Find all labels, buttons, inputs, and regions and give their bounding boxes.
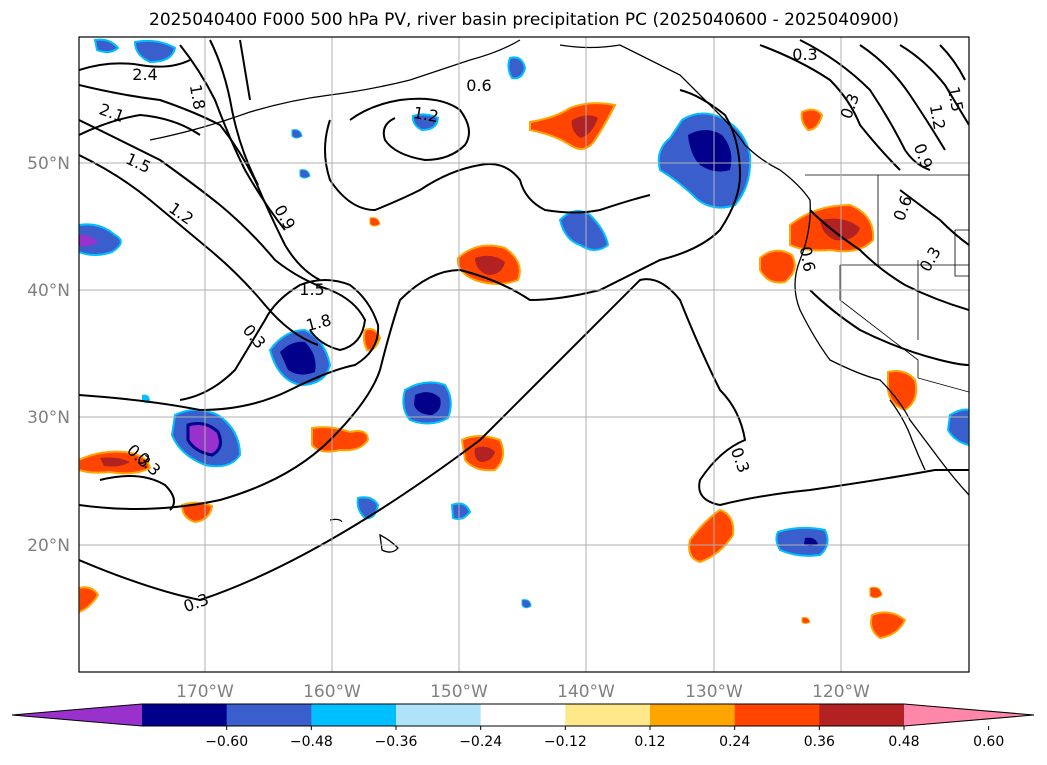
gridlines xyxy=(79,37,969,672)
lat-label: 30°N xyxy=(27,408,70,428)
map-background xyxy=(79,37,969,672)
map-panel: 2.4 2.1 1.5 1.2 1.8 0.9 1.2 0.6 1.5 1.8 … xyxy=(78,36,970,673)
contour-label: 0.6 xyxy=(796,245,819,273)
colorbar-tick-label: −0.48 xyxy=(290,734,333,750)
colorbar-tick-label: −0.60 xyxy=(205,734,248,750)
colorbar-segment xyxy=(565,704,651,726)
contour-label: 1.5 xyxy=(299,280,324,299)
colorbar-segment xyxy=(226,704,312,726)
contour-label: 1.8 xyxy=(186,83,209,111)
latitude-labels: 50°N 40°N 30°N 20°N xyxy=(27,154,70,556)
contour-label: 0.6 xyxy=(466,76,491,95)
lon-label: 120°W xyxy=(812,682,870,702)
contour-label: 1.5 xyxy=(944,85,967,113)
pv-contours xyxy=(79,39,969,602)
colorbar-tick-label: −0.12 xyxy=(544,734,587,750)
colorbar-segment xyxy=(396,704,482,726)
contour-label: 0.3 xyxy=(792,45,817,64)
lon-label: 170°W xyxy=(176,682,234,702)
map-frame xyxy=(78,36,970,673)
colorbar-segment xyxy=(311,704,397,726)
colorbar-outline xyxy=(11,703,1035,727)
longitude-labels: 170°W 160°W 150°W 140°W 130°W 120°W xyxy=(176,682,870,702)
lat-label: 20°N xyxy=(27,536,70,556)
lat-label: 50°N xyxy=(27,154,70,174)
contour-label: 2.4 xyxy=(132,65,157,84)
map-title: 2025040400 F000 500 hPa PV, river basin … xyxy=(149,10,899,30)
colorbar: −0.60 −0.48 −0.36 −0.24 −0.12 0.12 0.24 0.36 0.4… xyxy=(11,703,1035,750)
contour-label: 1.2 xyxy=(412,103,440,126)
colorbar-tick-label: 0.24 xyxy=(719,734,750,750)
lat-label: 40°N xyxy=(27,281,70,301)
colorbar-tick-label: −0.24 xyxy=(459,734,502,750)
colorbar-segment xyxy=(650,704,736,726)
lon-label: 130°W xyxy=(685,682,743,702)
lon-label: 140°W xyxy=(557,682,615,702)
contour-label: 1.2 xyxy=(926,103,949,131)
colorbar-tick-label: 0.48 xyxy=(888,734,919,750)
colorbar-extend-min xyxy=(12,704,142,726)
colorbar-extend-max xyxy=(904,704,1034,726)
colorbar-tick-label: 0.12 xyxy=(634,734,665,750)
colorbar-tick-label: 0.36 xyxy=(804,734,835,750)
colorbar-segment xyxy=(819,704,905,726)
colorbar-tick-label: −0.36 xyxy=(375,734,418,750)
colorbar-segment xyxy=(142,704,228,726)
lon-label: 160°W xyxy=(303,682,361,702)
lon-label: 150°W xyxy=(430,682,488,702)
colorbar-segment xyxy=(734,704,820,726)
coastlines xyxy=(149,39,969,553)
colorbar-segment xyxy=(480,704,566,726)
colorbar-tick-label: 0.60 xyxy=(973,734,1004,750)
